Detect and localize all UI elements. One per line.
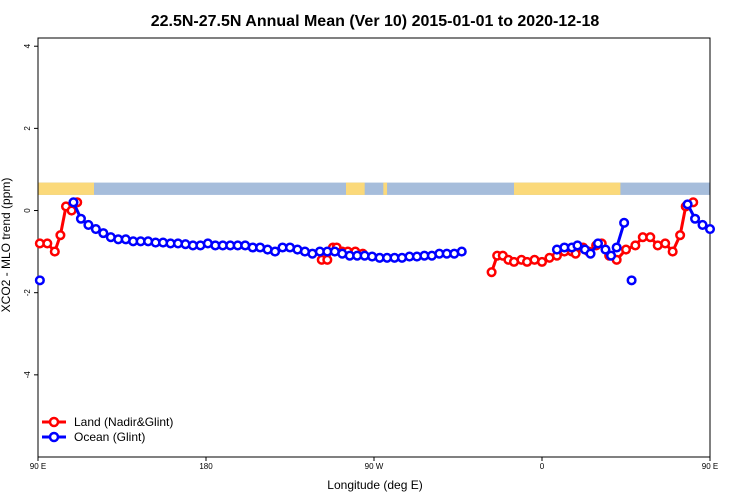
legend-land-marker	[48, 416, 60, 428]
legend-ocean-label: Ocean (Glint)	[74, 430, 145, 444]
land-band	[346, 182, 365, 195]
land-ocean-strip	[38, 182, 710, 195]
chart-title: 22.5N-27.5N Annual Mean (Ver 10) 2015-01…	[151, 13, 600, 30]
data-point	[42, 238, 53, 249]
data-point	[645, 232, 656, 243]
data-point	[611, 242, 622, 253]
y-tick-label: 0	[23, 208, 32, 213]
x-tick-label: 180	[199, 462, 213, 471]
x-axis-label: Longitude (deg E)	[327, 478, 422, 492]
data-point	[585, 248, 596, 259]
data-point	[536, 256, 548, 267]
data-point	[667, 246, 678, 257]
data-point	[486, 267, 497, 278]
land-band	[383, 182, 388, 195]
data-point	[690, 213, 701, 224]
x-tick-label: 90 E	[702, 462, 718, 471]
land-band	[38, 182, 94, 195]
legend-ocean-marker	[48, 431, 60, 443]
y-tick-label: 4	[23, 43, 32, 48]
data-point	[75, 213, 86, 224]
data-point	[270, 246, 281, 257]
data-point	[55, 230, 66, 241]
x-tick-label: 0	[540, 462, 545, 471]
data-point	[83, 219, 94, 230]
data-point	[66, 205, 77, 216]
y-axis-label: XCO2 - MLO trend (ppm)	[0, 178, 13, 313]
data-point	[606, 250, 617, 261]
data-point	[620, 244, 632, 255]
data-point	[682, 199, 693, 210]
data-point	[619, 217, 630, 228]
y-tick-label: 2	[23, 126, 32, 131]
data-point	[660, 238, 671, 249]
data-point	[592, 238, 604, 249]
data-point	[49, 246, 60, 257]
data-point	[456, 246, 467, 257]
data-point	[704, 223, 716, 235]
data-point	[68, 197, 79, 208]
land-band	[514, 182, 621, 195]
data-point	[90, 223, 101, 235]
y-tick-label: -4	[23, 371, 32, 379]
legend: Land (Nadir&Glint) Ocean (Glint)	[42, 415, 173, 444]
series-layer	[34, 197, 716, 286]
data-point	[34, 275, 45, 286]
series-ocean	[34, 197, 716, 286]
data-point	[600, 244, 611, 255]
y-tick-label: -2	[23, 289, 32, 297]
data-point	[630, 240, 641, 251]
axis-ticks: 90 E 180 90 W 0 90 E 4 2 0 -2 -4	[23, 43, 718, 471]
data-point	[98, 228, 109, 239]
x-tick-label: 90 W	[365, 462, 384, 471]
data-point	[572, 240, 583, 251]
data-point	[626, 275, 637, 286]
data-point	[697, 219, 708, 230]
x-tick-label: 90 E	[30, 462, 46, 471]
legend-land-label: Land (Nadir&Glint)	[74, 415, 173, 429]
data-point	[322, 254, 333, 265]
data-point	[675, 230, 686, 241]
